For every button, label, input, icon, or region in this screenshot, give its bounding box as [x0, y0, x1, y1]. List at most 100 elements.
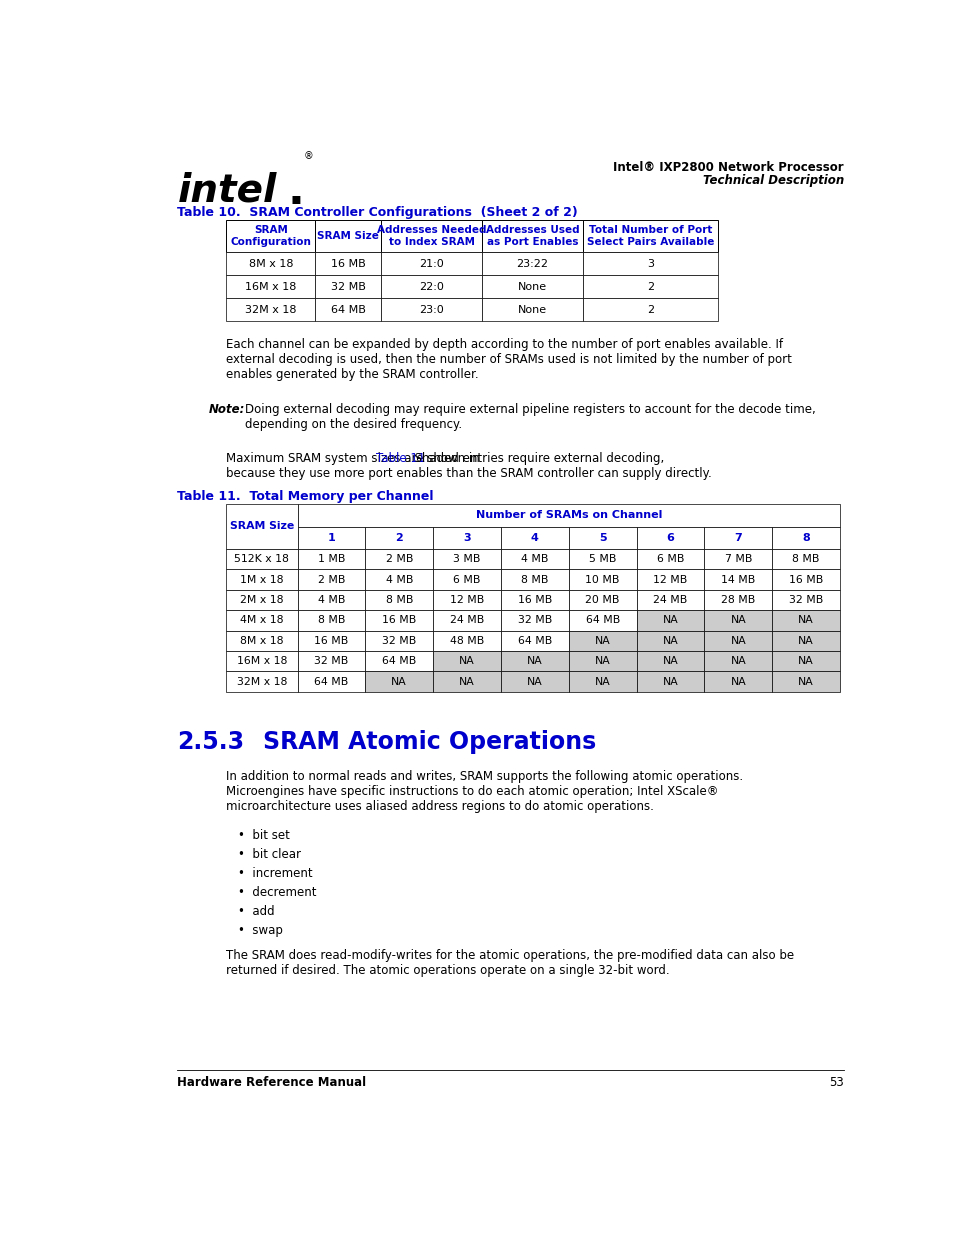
Text: •  decrement: • decrement: [237, 885, 316, 899]
Text: Intel® IXP2800 Network Processor: Intel® IXP2800 Network Processor: [613, 162, 843, 174]
Text: 4 MB: 4 MB: [317, 595, 345, 605]
Bar: [703, 550, 771, 569]
Text: 4M x 18: 4M x 18: [240, 615, 283, 625]
Text: 2: 2: [395, 534, 403, 543]
Bar: [381, 275, 481, 299]
Text: 2M x 18: 2M x 18: [240, 595, 283, 605]
Text: 32M x 18: 32M x 18: [236, 677, 287, 687]
Bar: [365, 527, 433, 550]
Text: NA: NA: [798, 615, 813, 625]
Text: Total Number of Port
Select Pairs Available: Total Number of Port Select Pairs Availa…: [586, 225, 714, 247]
Text: Hardware Reference Manual: Hardware Reference Manual: [177, 1076, 366, 1089]
Text: 2 MB: 2 MB: [385, 555, 413, 564]
Text: NA: NA: [594, 656, 610, 666]
Bar: [582, 252, 718, 275]
Bar: [433, 610, 500, 631]
Bar: [433, 631, 500, 651]
Bar: [500, 610, 568, 631]
Text: Each channel can be expanded by depth according to the number of port enables av: Each channel can be expanded by depth ac…: [226, 338, 782, 352]
Bar: [433, 672, 500, 692]
Text: NA: NA: [730, 615, 745, 625]
Text: 22:0: 22:0: [418, 282, 443, 291]
Bar: [381, 220, 481, 252]
Bar: [568, 527, 636, 550]
Bar: [568, 651, 636, 672]
Text: 3 MB: 3 MB: [453, 555, 480, 564]
Text: 21:0: 21:0: [418, 258, 443, 269]
Text: NA: NA: [391, 677, 407, 687]
Text: 64 MB: 64 MB: [517, 636, 552, 646]
Text: microarchitecture uses aliased address regions to do atomic operations.: microarchitecture uses aliased address r…: [226, 800, 654, 814]
Text: •  add: • add: [237, 905, 274, 918]
Bar: [226, 550, 297, 569]
Bar: [703, 590, 771, 610]
Text: In addition to normal reads and writes, SRAM supports the following atomic opera: In addition to normal reads and writes, …: [226, 771, 742, 783]
Text: 32 MB: 32 MB: [314, 656, 348, 666]
Text: NA: NA: [662, 636, 678, 646]
Bar: [297, 527, 365, 550]
Text: depending on the desired frequency.: depending on the desired frequency.: [245, 417, 461, 431]
Bar: [500, 550, 568, 569]
Bar: [226, 220, 315, 252]
Bar: [481, 220, 582, 252]
Text: NA: NA: [662, 615, 678, 625]
Text: SRAM
Configuration: SRAM Configuration: [230, 225, 311, 247]
Bar: [771, 569, 840, 590]
Bar: [500, 569, 568, 590]
Text: None: None: [517, 305, 546, 315]
Bar: [433, 651, 500, 672]
Bar: [365, 590, 433, 610]
Text: NA: NA: [798, 677, 813, 687]
Text: returned if desired. The atomic operations operate on a single 32-bit word.: returned if desired. The atomic operatio…: [226, 963, 669, 977]
Bar: [433, 590, 500, 610]
Text: 16 MB: 16 MB: [517, 595, 552, 605]
Text: 8 MB: 8 MB: [317, 615, 345, 625]
Text: 64 MB: 64 MB: [314, 677, 348, 687]
Text: external decoding is used, then the number of SRAMs used is not limited by the n: external decoding is used, then the numb…: [226, 353, 791, 367]
Text: •  swap: • swap: [237, 924, 282, 936]
Text: 64 MB: 64 MB: [585, 615, 619, 625]
Text: because they use more port enables than the SRAM controller can supply directly.: because they use more port enables than …: [226, 467, 711, 480]
Bar: [636, 610, 703, 631]
Text: Note:: Note:: [208, 403, 245, 416]
Text: 16 MB: 16 MB: [382, 615, 416, 625]
Text: 4 MB: 4 MB: [385, 574, 413, 584]
Bar: [568, 550, 636, 569]
Text: 48 MB: 48 MB: [450, 636, 484, 646]
Text: NA: NA: [526, 677, 542, 687]
Text: 12 MB: 12 MB: [653, 574, 687, 584]
Bar: [297, 610, 365, 631]
Bar: [703, 569, 771, 590]
Bar: [365, 610, 433, 631]
Bar: [771, 651, 840, 672]
Text: •  increment: • increment: [237, 867, 313, 881]
Bar: [226, 651, 297, 672]
Bar: [636, 550, 703, 569]
Text: NA: NA: [458, 656, 475, 666]
Text: 7 MB: 7 MB: [724, 555, 751, 564]
Text: 2: 2: [646, 282, 654, 291]
Bar: [297, 651, 365, 672]
Bar: [703, 610, 771, 631]
Text: 16M x 18: 16M x 18: [245, 282, 296, 291]
Text: intel: intel: [177, 172, 276, 209]
Text: SRAM Size: SRAM Size: [230, 521, 294, 531]
Text: 8M x 18: 8M x 18: [240, 636, 283, 646]
Text: Technical Description: Technical Description: [702, 174, 843, 186]
Bar: [703, 672, 771, 692]
Text: 8 MB: 8 MB: [385, 595, 413, 605]
Text: Doing external decoding may require external pipeline registers to account for t: Doing external decoding may require exte…: [245, 403, 815, 416]
Bar: [636, 672, 703, 692]
Bar: [500, 527, 568, 550]
Bar: [568, 672, 636, 692]
Text: 32 MB: 32 MB: [331, 282, 365, 291]
Text: 1: 1: [327, 534, 335, 543]
Bar: [568, 631, 636, 651]
Bar: [433, 527, 500, 550]
Text: NA: NA: [798, 636, 813, 646]
Text: 24 MB: 24 MB: [653, 595, 687, 605]
Text: Addresses Needed
to Index SRAM: Addresses Needed to Index SRAM: [376, 225, 486, 247]
Bar: [703, 631, 771, 651]
Bar: [226, 672, 297, 692]
Bar: [771, 610, 840, 631]
